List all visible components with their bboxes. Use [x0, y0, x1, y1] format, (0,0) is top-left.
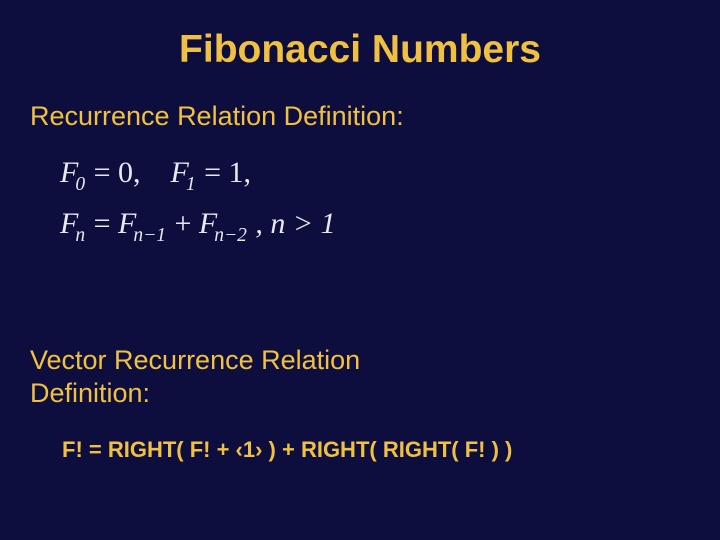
- subheading-vector-line1: Vector Recurrence Relation: [30, 345, 360, 375]
- math-line-2: Fn = Fn−1 + Fn−2 , n > 1: [60, 207, 336, 240]
- math-eq-1: = 1,: [197, 156, 251, 189]
- math-base-cases: F0 = 0, F1 = 1,: [60, 156, 690, 195]
- math-spacer: [141, 156, 171, 189]
- math-plus: +: [167, 207, 199, 240]
- math-line-1: F0 = 0, F1 = 1,: [60, 156, 251, 189]
- vector-formula: F! = RIGHT( F! + ‹1› ) + RIGHT( RIGHT( F…: [62, 437, 690, 463]
- slide-root: Fibonacci Numbers Recurrence Relation De…: [0, 0, 720, 540]
- math-sub-0: 0: [75, 174, 85, 195]
- math-eq-0: = 0,: [86, 156, 140, 189]
- subheading-vector-line2: Definition:: [30, 378, 150, 408]
- math-sub-1: 1: [186, 174, 196, 195]
- math-sub-nm1: n−1: [133, 225, 166, 246]
- math-tail: , n > 1: [248, 207, 336, 240]
- slide-title: Fibonacci Numbers: [30, 28, 690, 72]
- math-eq: =: [86, 207, 118, 240]
- subheading-recurrence: Recurrence Relation Definition:: [30, 100, 690, 132]
- subheading-vector: Vector Recurrence Relation Definition:: [30, 344, 690, 409]
- math-recurrence: Fn = Fn−1 + Fn−2 , n > 1: [60, 207, 690, 246]
- math-sub-n: n: [75, 225, 85, 246]
- math-sub-nm2: n−2: [214, 225, 247, 246]
